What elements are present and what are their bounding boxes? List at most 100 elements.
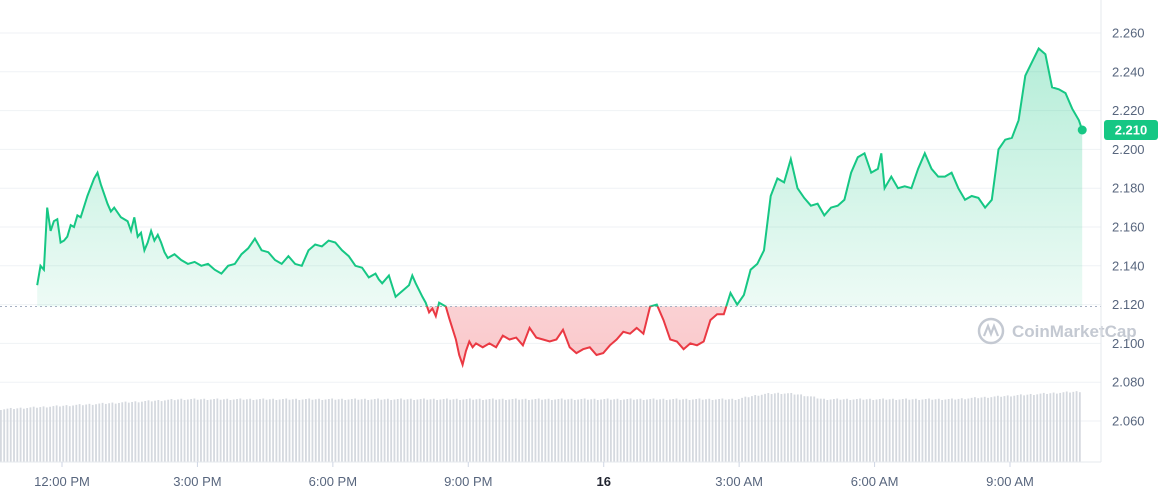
volume-bar	[590, 399, 593, 462]
volume-bar	[662, 398, 665, 462]
x-axis-ticks: 12:00 PM 3:00 PM 6:00 PM 9:00 PM 16 3:00 AM 6:…	[34, 462, 1034, 489]
volume-bar	[701, 399, 704, 462]
volume-bar	[688, 400, 691, 462]
volume-bar	[813, 396, 816, 462]
volume-bar	[659, 399, 661, 462]
volume-bar	[311, 399, 314, 462]
volume-bar	[652, 398, 655, 462]
volume-bar	[278, 399, 281, 462]
volume-bar	[655, 399, 658, 462]
volume-bar	[751, 396, 753, 462]
volume-bar	[239, 398, 242, 462]
price-line-down[interactable]	[37, 49, 1082, 369]
volume-bar	[360, 399, 363, 462]
volume-bar	[1059, 392, 1062, 462]
x-tick-label: 3:00 PM	[173, 474, 221, 489]
volume-bar	[265, 399, 268, 462]
volume-bar	[764, 393, 766, 462]
current-price-label: 2.210	[1115, 123, 1148, 138]
volume-bar	[29, 407, 32, 462]
volume-bar	[960, 398, 963, 462]
volume-bar	[957, 398, 960, 462]
volume-bar	[501, 398, 504, 462]
volume-bar	[236, 399, 238, 462]
volume-bar	[190, 399, 193, 462]
current-price-badge: 2.210	[1104, 120, 1158, 140]
volume-bar	[757, 395, 760, 462]
volume-bar	[104, 403, 107, 462]
volume-bar	[16, 408, 19, 462]
volume-bar	[754, 395, 757, 462]
volume-bar	[639, 398, 642, 462]
volume-bar	[337, 399, 340, 462]
volume-bar	[314, 399, 317, 462]
volume-bar	[3, 409, 6, 462]
volume-bar	[396, 399, 399, 462]
volume-bar	[901, 399, 904, 462]
x-tick-label: 12:00 PM	[34, 474, 90, 489]
volume-bar	[1055, 393, 1058, 462]
volume-bar	[229, 400, 232, 462]
volume-bar	[829, 399, 832, 462]
volume-bar	[32, 406, 35, 462]
volume-bar	[518, 399, 520, 462]
volume-bar	[832, 399, 835, 462]
volume-bar	[19, 407, 22, 462]
volume-bar	[121, 402, 124, 462]
volume-bar	[439, 399, 442, 462]
volume-bar	[400, 398, 402, 462]
y-axis-ticks: 2.260 2.240 2.220 2.200 2.180 2.160 2.140 2.120…	[1112, 26, 1145, 429]
volume-bar	[429, 399, 432, 462]
volume-bar	[672, 399, 675, 462]
volume-bar	[787, 393, 789, 462]
volume-bar	[603, 399, 606, 462]
volume-bar	[554, 399, 557, 462]
volume-bar	[924, 399, 927, 462]
volume-bar	[937, 398, 940, 462]
price-line[interactable]	[36, 46, 1084, 369]
volume-bar	[892, 398, 894, 462]
volume-bar	[350, 399, 353, 462]
volume-bar	[1065, 391, 1068, 462]
volume-bar	[780, 394, 783, 462]
volume-bar	[698, 398, 701, 462]
volume-bar	[36, 407, 38, 462]
volume-bar	[534, 399, 537, 462]
y-tick-label: 2.220	[1112, 103, 1145, 118]
y-tick-label: 2.200	[1112, 142, 1145, 157]
volume-bar	[711, 400, 714, 462]
volume-bar	[206, 400, 209, 462]
volume-bar	[127, 402, 130, 462]
volume-bar	[783, 393, 786, 462]
volume-bar	[967, 398, 970, 462]
volume-bar	[544, 399, 547, 462]
volume-bar	[760, 394, 763, 462]
volume-bar	[728, 399, 730, 462]
volume-bar	[62, 405, 65, 462]
volume-bar	[72, 405, 74, 462]
volume-bar	[118, 402, 120, 462]
volume-bar	[970, 397, 973, 462]
volume-bar	[1026, 394, 1029, 462]
volume-bar	[193, 398, 196, 462]
volume-bar	[908, 399, 911, 462]
volume-bar	[268, 399, 271, 462]
volume-bar	[849, 400, 852, 462]
volume-bar	[527, 400, 530, 462]
volume-bar	[173, 400, 176, 462]
volume-bar	[213, 399, 215, 462]
volume-bar	[724, 399, 727, 462]
price-line-up[interactable]	[36, 46, 1084, 365]
volume-bar	[1010, 396, 1012, 462]
volume-bar	[718, 399, 721, 462]
volume-bar	[114, 403, 117, 462]
volume-bar	[977, 398, 980, 462]
volume-bar	[482, 400, 484, 462]
volume-bar	[462, 399, 465, 462]
volume-bar	[564, 399, 566, 462]
volume-bar	[737, 399, 740, 462]
volume-bar	[1072, 391, 1075, 462]
volume-bar	[203, 398, 206, 462]
